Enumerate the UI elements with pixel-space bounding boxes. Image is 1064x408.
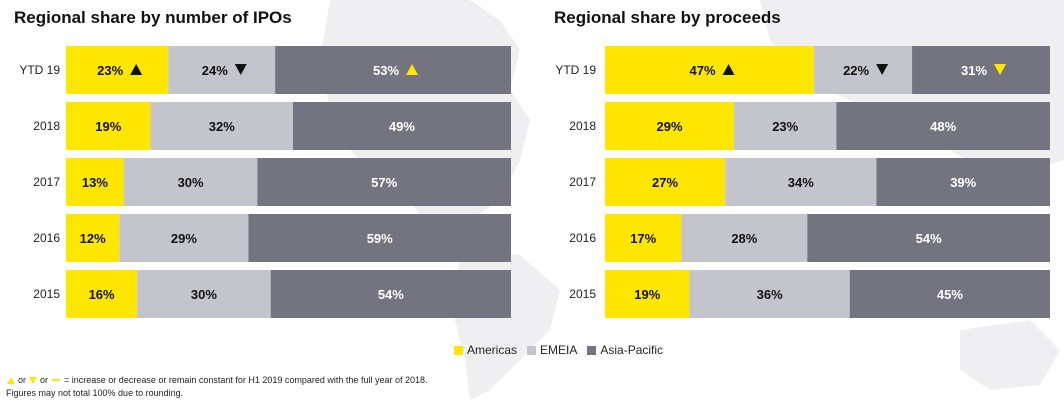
bar-americas-4 bbox=[605, 270, 690, 318]
legend-swatch-emeia bbox=[527, 345, 537, 355]
bar-asia-pacific-1 bbox=[292, 102, 511, 150]
bar-asia-pacific-4 bbox=[849, 270, 1050, 318]
footnote-rounding: Figures may not total 100% due to roundi… bbox=[6, 388, 184, 398]
bar-americas-1 bbox=[66, 102, 151, 150]
bar-label-emeia-1: 23% bbox=[772, 119, 798, 134]
bar-emeia-3 bbox=[119, 214, 249, 262]
footnote-or-1: or bbox=[18, 375, 27, 385]
trend-down-icon-emeia bbox=[876, 64, 889, 75]
bar-asia-pacific-0 bbox=[275, 46, 511, 94]
bar-americas-3 bbox=[605, 214, 682, 262]
bar-americas-1 bbox=[605, 102, 735, 150]
trend-up-icon-asia-pacific bbox=[406, 64, 419, 75]
bar-americas-2 bbox=[66, 158, 124, 206]
bar-label-americas-3: 12% bbox=[80, 231, 106, 246]
category-label-2: 2017 bbox=[569, 175, 596, 189]
bar-americas-3 bbox=[66, 214, 120, 262]
bar-emeia-4 bbox=[137, 270, 271, 318]
bar-americas-4 bbox=[66, 270, 138, 318]
bar-label-americas-1: 29% bbox=[657, 119, 683, 134]
category-label-3: 2016 bbox=[569, 231, 596, 245]
bar-label-americas-0: 23% bbox=[97, 63, 123, 78]
bar-americas-0 bbox=[66, 46, 169, 94]
bar-label-asia-pacific-4: 45% bbox=[937, 287, 963, 302]
bar-emeia-0 bbox=[168, 46, 276, 94]
legend-swatch-asia-pacific bbox=[587, 345, 597, 355]
bar-emeia-1 bbox=[150, 102, 293, 150]
bar-label-asia-pacific-1: 49% bbox=[389, 119, 415, 134]
bar-label-americas-2: 27% bbox=[652, 175, 678, 190]
bar-label-asia-pacific-0: 53% bbox=[373, 63, 399, 78]
category-label-0: YTD 19 bbox=[19, 63, 60, 77]
bar-label-asia-pacific-1: 48% bbox=[930, 119, 956, 134]
bar-emeia-3 bbox=[681, 214, 808, 262]
category-label-4: 2015 bbox=[569, 287, 596, 301]
bar-label-asia-pacific-3: 54% bbox=[916, 231, 942, 246]
bar-asia-pacific-1 bbox=[836, 102, 1050, 150]
bar-label-emeia-1: 32% bbox=[209, 119, 235, 134]
bar-label-americas-1: 19% bbox=[95, 119, 121, 134]
dash-icon bbox=[52, 379, 61, 381]
chart-legend: Americas EMEIA Asia-Pacific bbox=[454, 343, 673, 357]
legend-label-emeia: EMEIA bbox=[540, 343, 578, 357]
bar-emeia-0 bbox=[814, 46, 913, 94]
bar-label-emeia-4: 36% bbox=[757, 287, 783, 302]
category-label-3: 2016 bbox=[33, 231, 60, 245]
trend-down-icon-asia-pacific bbox=[994, 64, 1007, 75]
bar-emeia-2 bbox=[725, 158, 877, 206]
bar-label-americas-0: 47% bbox=[690, 63, 716, 78]
bar-asia-pacific-0 bbox=[912, 46, 1050, 94]
bar-label-emeia-0: 24% bbox=[202, 63, 228, 78]
legend-item-americas: Americas bbox=[454, 343, 517, 357]
category-label-2: 2017 bbox=[33, 175, 60, 189]
bar-americas-2 bbox=[605, 158, 726, 206]
category-label-0: YTD 19 bbox=[555, 63, 596, 77]
bar-label-emeia-0: 22% bbox=[843, 63, 869, 78]
proceeds-chart-title: Regional share by proceeds bbox=[554, 8, 781, 27]
bar-asia-pacific-3 bbox=[248, 214, 511, 262]
bar-label-americas-2: 13% bbox=[82, 175, 108, 190]
bar-emeia-4 bbox=[689, 270, 850, 318]
category-label-1: 2018 bbox=[33, 119, 60, 133]
down-triangle-icon bbox=[29, 376, 38, 384]
bar-asia-pacific-3 bbox=[807, 214, 1050, 262]
legend-label-asia-pacific: Asia-Pacific bbox=[600, 343, 664, 357]
bar-label-asia-pacific-0: 31% bbox=[961, 63, 987, 78]
bar-label-emeia-3: 29% bbox=[171, 231, 197, 246]
footnote-or-2: or bbox=[40, 375, 49, 385]
legend-label-americas: Americas bbox=[467, 343, 518, 357]
trend-up-icon-americas bbox=[722, 64, 735, 75]
bar-emeia-1 bbox=[734, 102, 837, 150]
legend-swatch-americas bbox=[454, 345, 463, 355]
legend-item-asia-pacific: Asia-Pacific bbox=[587, 343, 663, 357]
bar-label-americas-3: 17% bbox=[630, 231, 656, 246]
bar-label-asia-pacific-2: 39% bbox=[950, 175, 976, 190]
bar-label-americas-4: 19% bbox=[634, 287, 660, 302]
map-shape-oceania bbox=[960, 320, 1060, 390]
bar-asia-pacific-4 bbox=[270, 270, 511, 318]
up-triangle-icon bbox=[7, 376, 15, 384]
legend-item-emeia: EMEIA bbox=[527, 343, 577, 357]
category-label-4: 2015 bbox=[33, 287, 60, 301]
bar-label-emeia-4: 30% bbox=[191, 287, 217, 302]
bar-emeia-2 bbox=[123, 158, 258, 206]
category-label-1: 2018 bbox=[569, 119, 596, 133]
footnote-trend-key: or or = increase or decrease or remain c… bbox=[6, 375, 427, 385]
trend-down-icon-emeia bbox=[234, 64, 247, 75]
footnote-trend-text: = increase or decrease or remain constan… bbox=[64, 375, 428, 385]
trend-up-icon-americas bbox=[130, 64, 143, 75]
bar-label-americas-4: 16% bbox=[89, 287, 115, 302]
bar-americas-0 bbox=[605, 46, 815, 94]
bar-label-asia-pacific-3: 59% bbox=[367, 231, 393, 246]
bar-asia-pacific-2 bbox=[257, 158, 511, 206]
bar-label-emeia-2: 34% bbox=[788, 175, 814, 190]
bar-label-asia-pacific-2: 57% bbox=[371, 175, 397, 190]
bar-label-emeia-3: 28% bbox=[731, 231, 757, 246]
bar-label-asia-pacific-4: 54% bbox=[378, 287, 404, 302]
ipo-count-chart-title: Regional share by number of IPOs bbox=[14, 8, 292, 27]
bar-label-emeia-2: 30% bbox=[178, 175, 204, 190]
bar-asia-pacific-2 bbox=[876, 158, 1050, 206]
